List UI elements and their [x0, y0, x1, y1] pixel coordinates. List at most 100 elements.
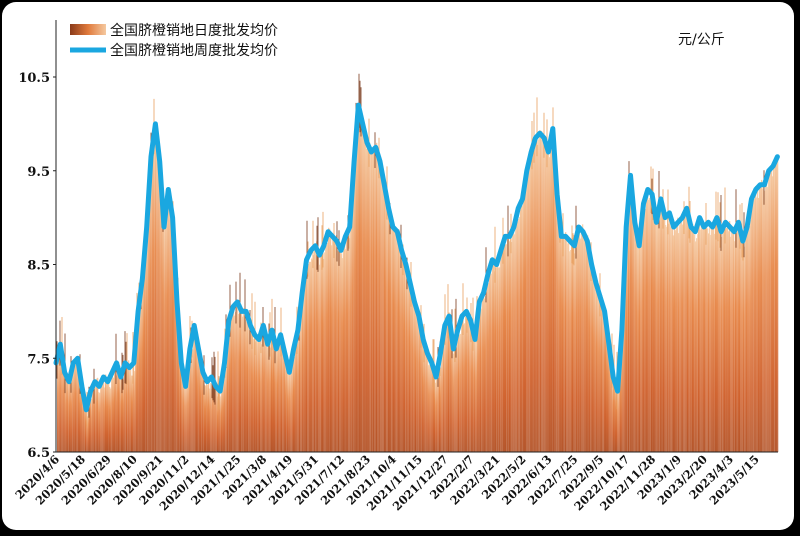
- daily-price-bar: [116, 375, 118, 452]
- daily-price-bar: [391, 228, 393, 452]
- daily-price-bar: [184, 382, 186, 452]
- x-tick-labels: 2020/4/62020/5/182020/6/292020/8/102020/…: [12, 452, 762, 513]
- daily-price-bar: [399, 244, 401, 452]
- daily-price-bar: [172, 211, 174, 452]
- daily-price-bar: [263, 337, 265, 452]
- daily-price-bar: [612, 379, 614, 452]
- daily-price-bar: [343, 250, 345, 452]
- daily-price-bar: [298, 334, 300, 452]
- daily-price-bar: [387, 207, 389, 452]
- daily-price-bar: [632, 199, 634, 452]
- daily-price-bar: [503, 244, 505, 452]
- daily-price-bar: [255, 341, 257, 452]
- daily-price-bar: [240, 303, 242, 452]
- daily-price-bar: [465, 316, 467, 452]
- daily-price-bar: [438, 366, 440, 452]
- daily-price-bar: [130, 369, 132, 452]
- daily-price-bar: [589, 261, 591, 452]
- daily-price-bar: [613, 373, 615, 452]
- daily-price-bar: [594, 278, 596, 452]
- daily-price-bar: [607, 332, 609, 452]
- daily-price-bar: [682, 224, 684, 452]
- daily-price-bar: [132, 375, 134, 452]
- daily-price-bar: [175, 257, 177, 452]
- daily-price-bar: [488, 283, 490, 452]
- daily-price-bar: [543, 139, 545, 452]
- daily-price-bar: [440, 367, 442, 452]
- daily-price-bar: [86, 410, 88, 452]
- daily-price-bar: [204, 385, 206, 452]
- daily-price-bar: [478, 308, 480, 452]
- daily-price-bar: [685, 209, 687, 452]
- daily-price-bar: [733, 226, 735, 452]
- daily-price-bar: [535, 138, 537, 452]
- daily-price-bar: [767, 187, 769, 452]
- daily-price-bar: [109, 387, 111, 452]
- daily-price-bar: [131, 375, 133, 452]
- daily-price-bar: [150, 171, 152, 452]
- daily-price-bar: [60, 353, 62, 452]
- daily-price-bar: [469, 324, 471, 452]
- daily-price-bar: [188, 376, 190, 452]
- daily-price-bar: [143, 273, 145, 452]
- daily-price-bar: [309, 261, 311, 452]
- daily-price-bar: [402, 246, 404, 452]
- daily-price-bar: [459, 334, 461, 452]
- daily-price-bar: [328, 227, 330, 452]
- daily-price-bar: [652, 195, 654, 452]
- daily-price-bar: [608, 334, 610, 452]
- daily-price-bar: [563, 235, 565, 452]
- daily-price-bar: [649, 197, 651, 452]
- daily-price-bar: [310, 261, 312, 452]
- daily-price-bar: [217, 396, 219, 452]
- daily-price-bar: [205, 385, 207, 452]
- daily-price-bar: [681, 222, 683, 452]
- daily-price-bar: [102, 379, 104, 452]
- daily-price-bar: [434, 371, 436, 452]
- daily-price-bar: [323, 258, 325, 452]
- daily-price-bar: [730, 236, 732, 452]
- daily-price-bar: [694, 234, 696, 452]
- daily-price-bar: [313, 255, 315, 452]
- daily-price-bar: [275, 346, 277, 452]
- daily-price-bar: [395, 229, 397, 452]
- daily-price-bar: [591, 268, 593, 452]
- daily-price-bar: [268, 341, 270, 452]
- daily-price-bar: [458, 333, 460, 452]
- daily-price-bar: [483, 293, 485, 452]
- daily-price-bar: [663, 212, 665, 452]
- daily-price-bar: [528, 160, 530, 452]
- daily-price-bar: [415, 312, 417, 452]
- daily-price-bar: [141, 293, 143, 452]
- daily-price-bar: [665, 225, 667, 452]
- daily-price-bar: [140, 303, 142, 452]
- daily-price-bar: [558, 205, 560, 452]
- daily-price-bar: [144, 254, 146, 452]
- daily-price-bar: [319, 264, 321, 452]
- daily-price-bar: [762, 188, 764, 452]
- daily-price-bar: [544, 144, 546, 453]
- daily-price-bar: [192, 349, 194, 452]
- daily-price-bar: [611, 354, 613, 452]
- daily-price-bar: [250, 328, 252, 452]
- daily-price-bar: [706, 223, 708, 452]
- daily-price-bar: [252, 335, 254, 452]
- daily-price-bar: [123, 379, 125, 452]
- daily-price-bar: [296, 332, 298, 452]
- daily-price-bar: [364, 136, 366, 452]
- daily-price-bar: [259, 341, 261, 452]
- daily-price-bar: [163, 207, 165, 452]
- daily-price-bar: [346, 234, 348, 452]
- daily-price-bar: [145, 245, 147, 452]
- daily-price-bar: [357, 131, 359, 452]
- daily-price-bar: [485, 296, 487, 452]
- daily-price-bar: [554, 154, 556, 452]
- daily-price-bar: [386, 200, 388, 452]
- daily-price-bar: [117, 361, 119, 452]
- daily-price-bar: [614, 374, 616, 452]
- daily-price-bar: [71, 380, 73, 452]
- daily-price-bar: [158, 147, 160, 452]
- daily-price-bar: [137, 322, 139, 452]
- daily-price-bar: [597, 292, 599, 452]
- daily-price-bar: [599, 293, 601, 452]
